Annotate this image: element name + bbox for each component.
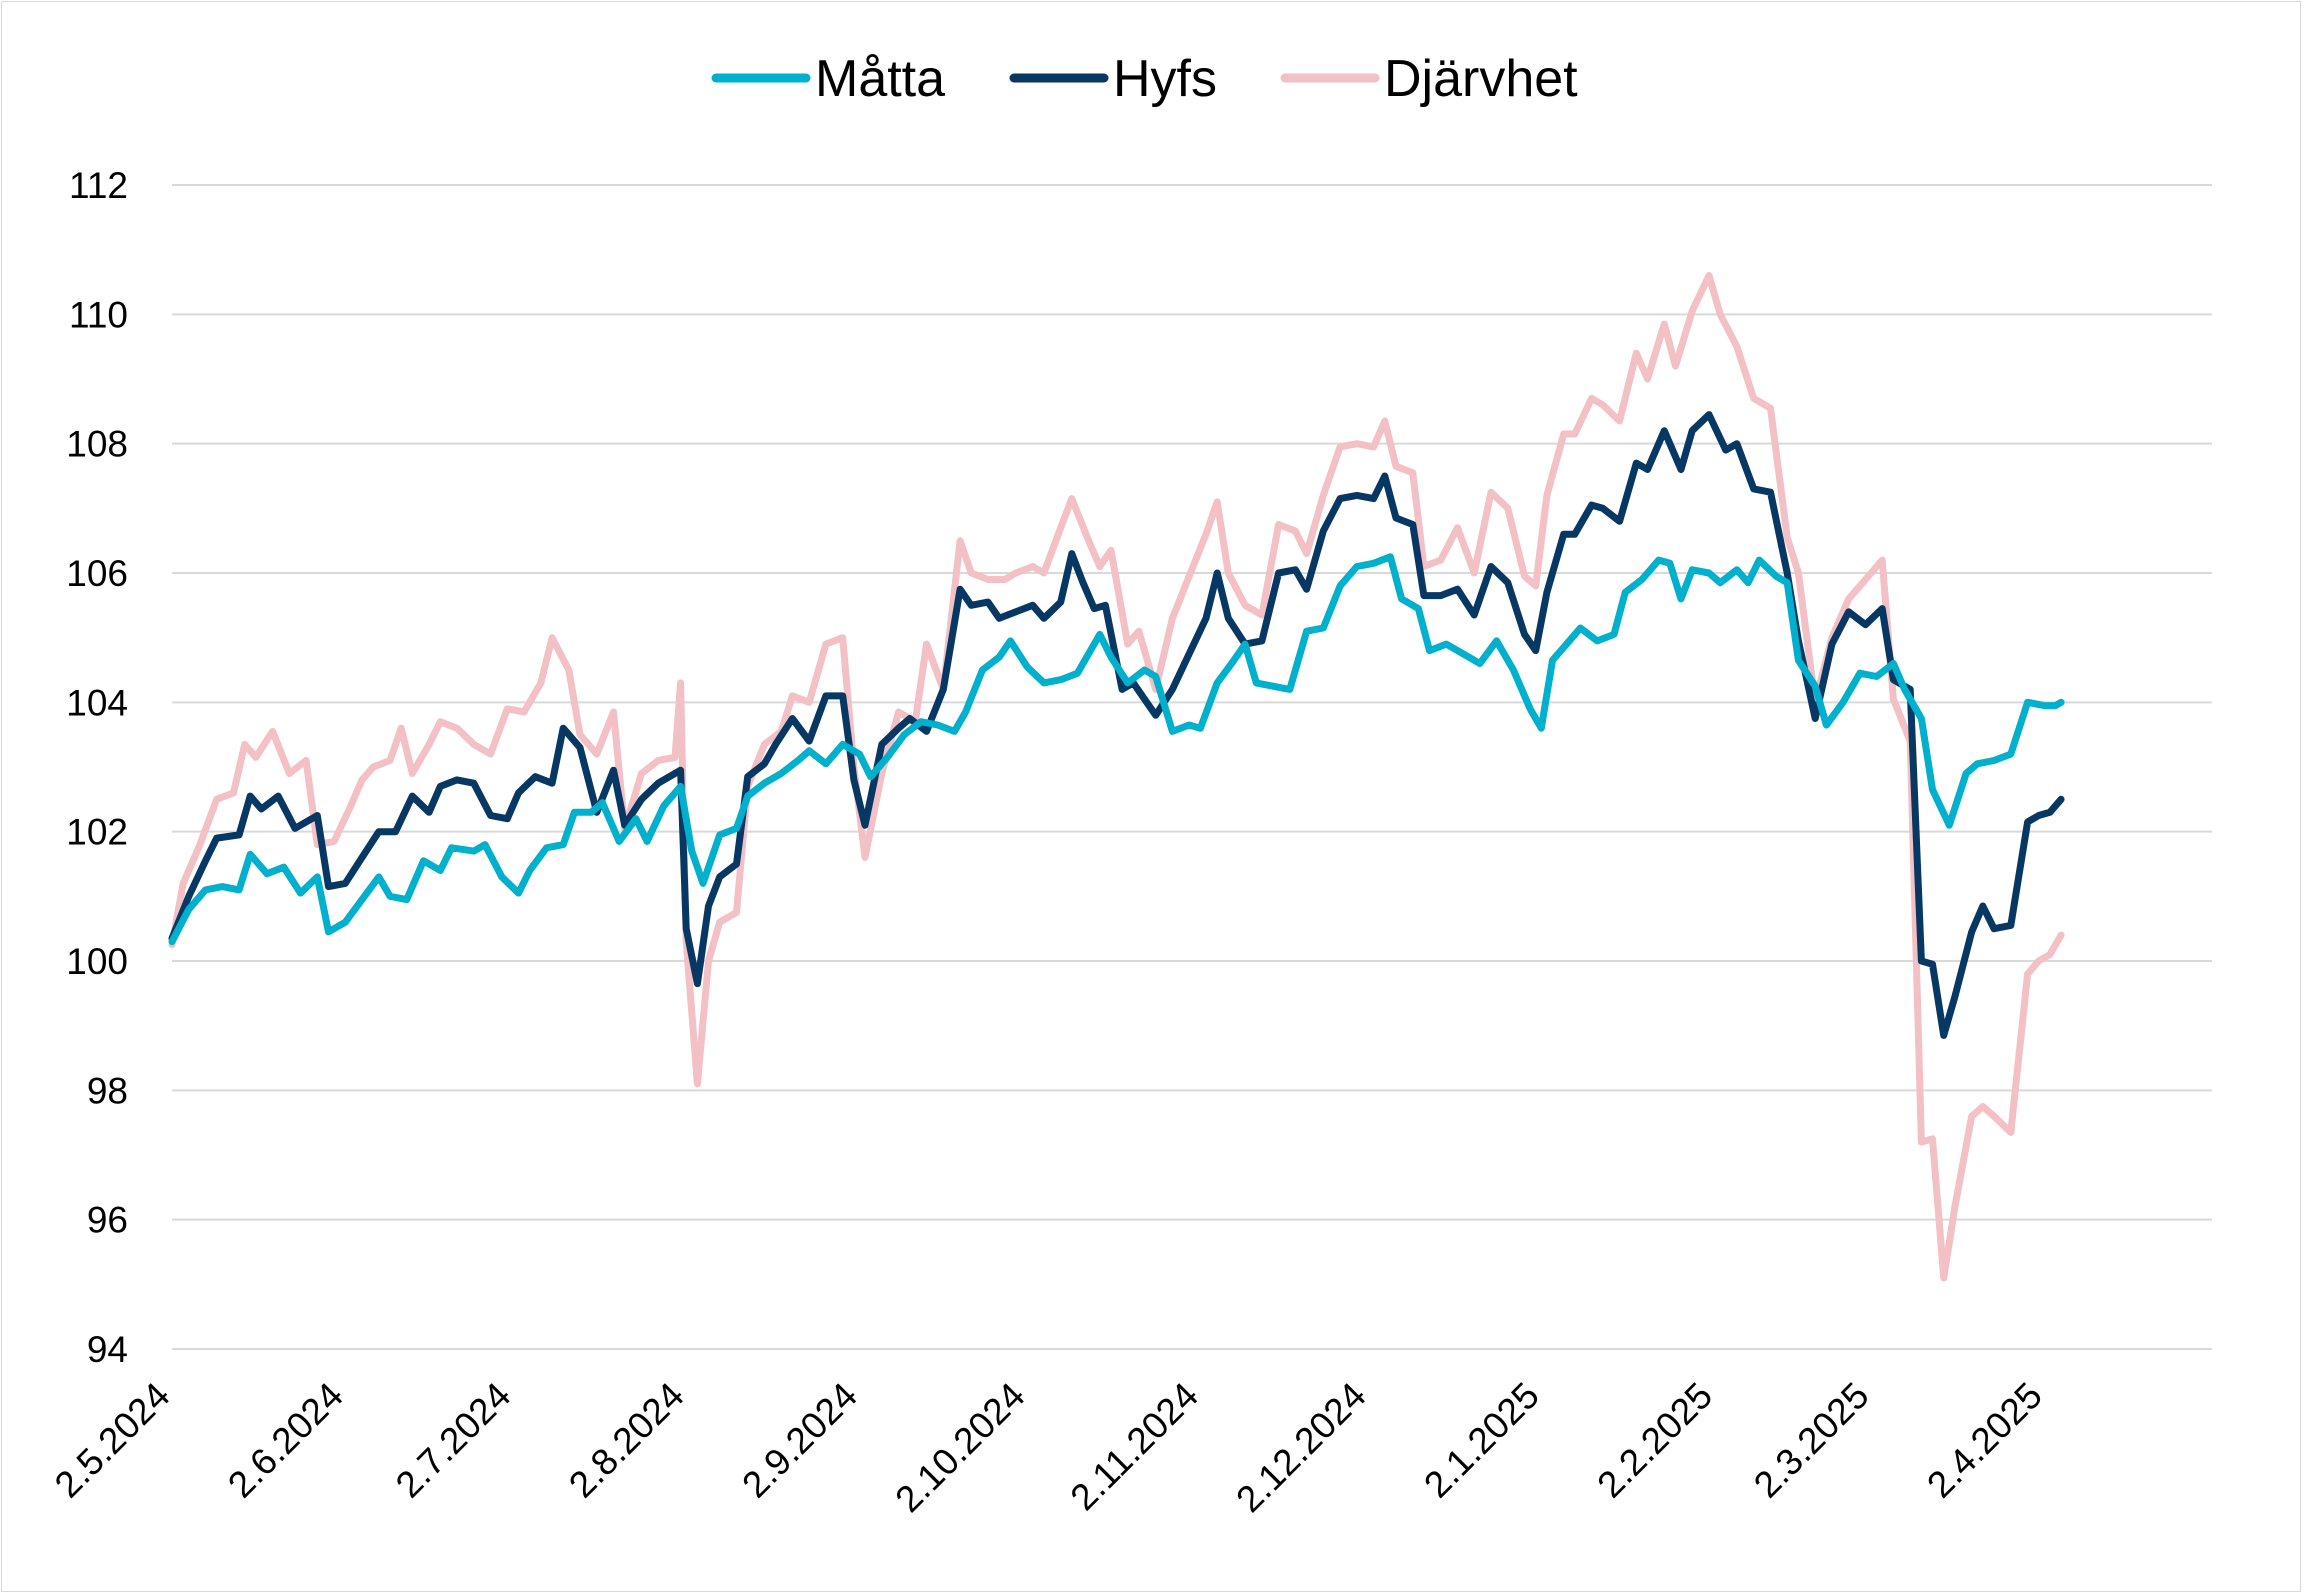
legend-label-1: Måtta bbox=[815, 50, 945, 108]
y-tick-label: 106 bbox=[66, 553, 128, 594]
y-tick-label: 104 bbox=[66, 682, 128, 723]
y-tick-label: 108 bbox=[66, 424, 128, 465]
y-tick-label: 112 bbox=[69, 165, 128, 206]
y-axis-tick-labels: 94 96 98 100 102 104 106 108 110 112 bbox=[66, 165, 128, 1370]
series-line-1 bbox=[168, 553, 2065, 946]
x-tick-label: 2.5.2024 bbox=[47, 1375, 178, 1506]
x-tick-label: 2.1.2025 bbox=[1416, 1375, 1547, 1506]
y-tick-label: 102 bbox=[66, 812, 128, 853]
x-tick-label: 2.2.2025 bbox=[1589, 1375, 1720, 1506]
x-tick-label: 2.8.2024 bbox=[561, 1375, 692, 1506]
x-axis-tick-labels: 2.5.2024 2.6.2024 2.7.2024 2.8.2024 2.9.2024… bbox=[47, 1375, 2050, 1520]
legend: Måtta Hyfs Djärvhet bbox=[711, 50, 1578, 108]
series-line-3 bbox=[168, 272, 2065, 1282]
series-lines bbox=[168, 272, 2065, 1282]
x-tick-label: 2.9.2024 bbox=[734, 1375, 865, 1506]
x-tick-label: 2.7.2024 bbox=[388, 1375, 519, 1506]
y-tick-label: 110 bbox=[69, 294, 128, 335]
gridlines bbox=[172, 184, 2212, 1350]
y-tick-label: 98 bbox=[87, 1070, 128, 1111]
x-tick-label: 2.4.2025 bbox=[1919, 1375, 2050, 1506]
x-tick-label: 2.11.2024 bbox=[1063, 1375, 1206, 1518]
legend-label-2: Hyfs bbox=[1113, 50, 1217, 108]
y-tick-label: 96 bbox=[87, 1200, 128, 1241]
x-tick-label: 2.6.2024 bbox=[220, 1375, 351, 1506]
x-tick-label: 2.10.2024 bbox=[887, 1375, 1032, 1520]
y-tick-label: 94 bbox=[87, 1329, 128, 1370]
x-tick-label: 2.3.2025 bbox=[1746, 1375, 1877, 1506]
x-tick-label: 2.12.2024 bbox=[1228, 1375, 1373, 1520]
y-tick-label: 100 bbox=[66, 941, 128, 982]
legend-label-3: Djärvhet bbox=[1384, 50, 1578, 108]
